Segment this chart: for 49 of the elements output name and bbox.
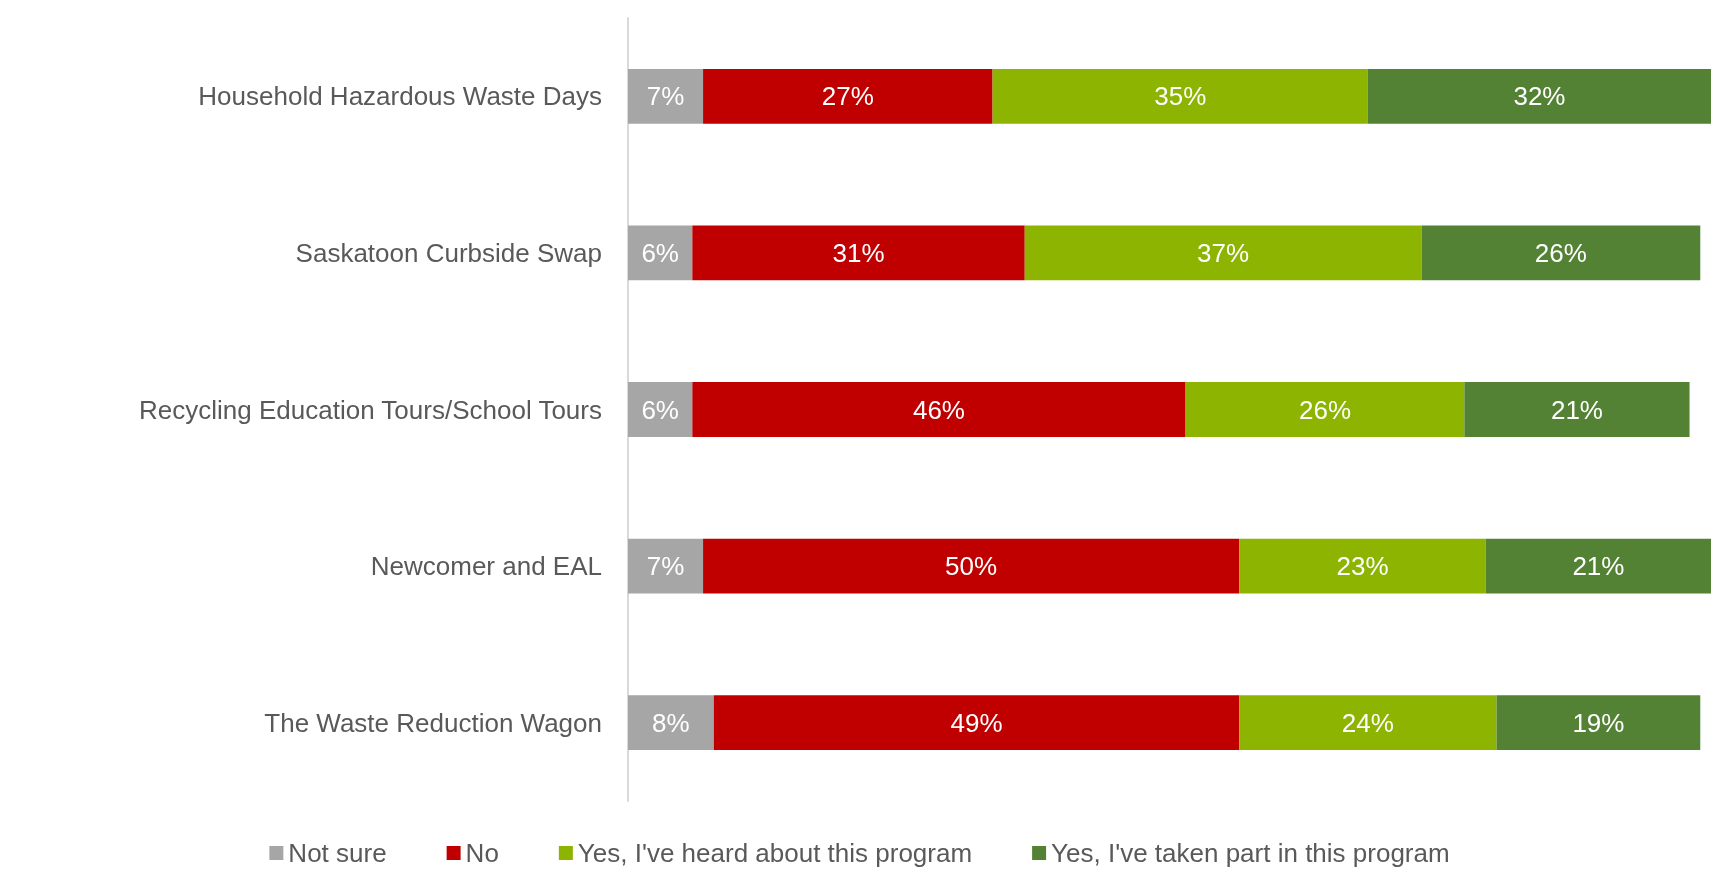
bar — [713, 695, 1240, 751]
bar — [992, 68, 1368, 124]
data-label: 37% — [1197, 237, 1250, 268]
data-label: 26% — [1298, 394, 1351, 425]
y-tick-label: The Waste Reduction Wagon — [264, 707, 602, 738]
data-label: 6% — [641, 237, 679, 268]
y-tick-label: Newcomer and EAL — [370, 551, 602, 582]
bar — [703, 538, 1240, 594]
legend-label: Yes, I've taken part in this program — [1051, 838, 1450, 868]
data-label: 6% — [641, 394, 679, 425]
bar — [692, 382, 1186, 437]
data-label: 27% — [821, 81, 874, 112]
bar — [692, 225, 1025, 281]
bar — [628, 695, 714, 751]
y-tick-label: Saskatoon Curbside Swap — [295, 237, 602, 268]
data-label: 21% — [1572, 551, 1625, 582]
bar — [1024, 225, 1422, 281]
bar — [1496, 695, 1701, 751]
bar — [1239, 695, 1497, 751]
data-label: 21% — [1550, 394, 1603, 425]
data-label: 32% — [1513, 81, 1566, 112]
data-label: 8% — [652, 707, 690, 738]
bar — [628, 382, 693, 437]
data-label: 50% — [945, 551, 998, 582]
data-label: 31% — [832, 237, 885, 268]
data-label: 35% — [1154, 81, 1207, 112]
bar — [1421, 225, 1701, 281]
bar — [1185, 382, 1465, 437]
data-label: 46% — [912, 394, 965, 425]
data-label: 19% — [1572, 707, 1625, 738]
bar — [1239, 538, 1486, 594]
legend-label: No — [465, 838, 499, 868]
bar — [1464, 382, 1690, 437]
data-label: 23% — [1336, 551, 1389, 582]
data-label: 7% — [646, 81, 685, 112]
legend-label: Not sure — [288, 838, 387, 868]
data-label: 49% — [950, 707, 1003, 738]
bar — [1485, 538, 1711, 594]
bar — [703, 68, 993, 124]
data-label: 26% — [1534, 237, 1587, 268]
bar — [1367, 68, 1711, 124]
bar — [628, 538, 704, 594]
y-tick-label: Recycling Education Tours/School Tours — [139, 394, 602, 425]
legend-label: Yes, I've heard about this program — [577, 838, 973, 868]
data-label: 24% — [1341, 707, 1394, 738]
y-tick-label: Household Hazardous Waste Days — [198, 81, 602, 112]
bar — [628, 68, 704, 124]
data-label: 7% — [646, 551, 685, 582]
bar — [628, 225, 693, 281]
